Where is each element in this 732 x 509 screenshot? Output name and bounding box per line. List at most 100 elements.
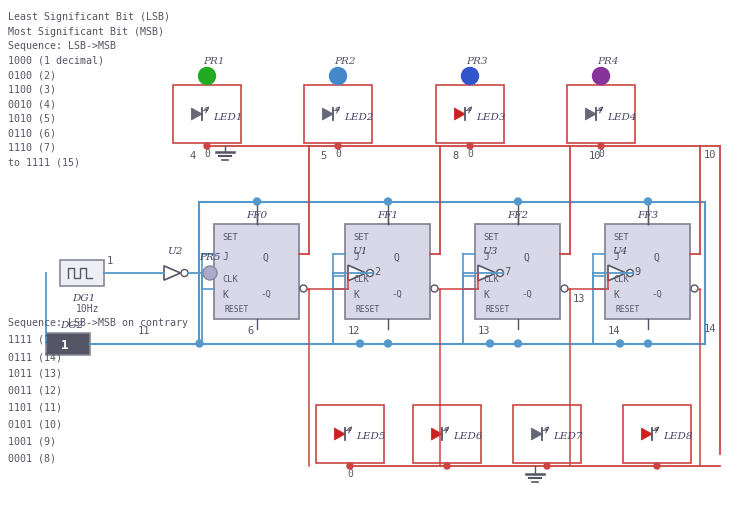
Text: LED1: LED1	[213, 112, 242, 121]
Text: CLK: CLK	[223, 274, 238, 283]
Text: 0111 (14): 0111 (14)	[8, 351, 62, 361]
Text: 0: 0	[467, 149, 473, 159]
Text: LED4: LED4	[607, 112, 637, 121]
Circle shape	[204, 144, 210, 150]
Text: FF1: FF1	[378, 211, 398, 220]
Polygon shape	[608, 266, 626, 281]
Text: DG1: DG1	[72, 293, 95, 302]
Circle shape	[592, 68, 610, 86]
Circle shape	[367, 270, 373, 277]
Text: K: K	[613, 289, 619, 299]
Text: 1111 (15): 1111 (15)	[8, 334, 62, 344]
Polygon shape	[455, 109, 466, 121]
Circle shape	[329, 68, 346, 86]
Text: FF3: FF3	[638, 211, 659, 220]
Text: 0110 (6): 0110 (6)	[8, 128, 56, 138]
Polygon shape	[335, 428, 346, 440]
Circle shape	[444, 463, 450, 469]
Bar	[214, 224, 299, 319]
Circle shape	[384, 199, 392, 206]
Text: Sequence: LSB->MSB on contrary: Sequence: LSB->MSB on contrary	[8, 318, 188, 327]
Text: Least Significant Bit (LSB): Least Significant Bit (LSB)	[8, 12, 170, 22]
Text: 0: 0	[335, 149, 341, 159]
Text: 1001 (9): 1001 (9)	[8, 436, 56, 446]
Text: 0: 0	[204, 149, 210, 159]
Bar	[567, 86, 635, 144]
Text: -Q: -Q	[391, 289, 402, 298]
Circle shape	[515, 341, 521, 347]
Circle shape	[198, 68, 215, 86]
Text: FF2: FF2	[507, 211, 529, 220]
Text: 10: 10	[703, 150, 716, 160]
Text: 12: 12	[348, 326, 360, 336]
Text: RESET: RESET	[356, 304, 380, 313]
Text: 8: 8	[452, 151, 458, 161]
Text: 0011 (12): 0011 (12)	[8, 385, 62, 395]
Circle shape	[561, 286, 568, 293]
Text: 5: 5	[320, 151, 326, 161]
Text: J: J	[613, 252, 619, 262]
Text: 0001 (8): 0001 (8)	[8, 453, 56, 463]
Text: 10Hz: 10Hz	[76, 303, 100, 314]
Bar	[316, 405, 384, 463]
Circle shape	[467, 144, 473, 150]
Text: 9: 9	[634, 267, 640, 276]
Text: 1100 (3): 1100 (3)	[8, 84, 56, 94]
Bar	[60, 261, 104, 287]
Text: U4: U4	[612, 246, 627, 256]
Text: to 1111 (15): to 1111 (15)	[8, 157, 80, 166]
Text: 1010 (5): 1010 (5)	[8, 114, 56, 123]
Polygon shape	[586, 109, 597, 121]
Text: LED5: LED5	[356, 432, 386, 441]
Text: PR1: PR1	[203, 57, 225, 66]
Circle shape	[544, 463, 550, 469]
Circle shape	[616, 341, 624, 347]
Text: K: K	[484, 289, 490, 299]
Text: 1: 1	[467, 72, 473, 82]
Text: 13: 13	[478, 326, 490, 336]
Bar	[304, 86, 372, 144]
Text: PR5: PR5	[199, 252, 221, 262]
Text: J: J	[354, 252, 359, 262]
Bar	[513, 405, 581, 463]
Text: 13: 13	[572, 294, 585, 304]
Text: 0: 0	[598, 72, 604, 82]
Text: Q: Q	[524, 252, 530, 262]
Polygon shape	[164, 266, 181, 280]
Text: 1: 1	[107, 256, 113, 266]
Text: 0100 (2): 0100 (2)	[8, 70, 56, 80]
Text: 10: 10	[589, 151, 602, 161]
Circle shape	[691, 286, 698, 293]
Text: 2: 2	[374, 267, 380, 276]
Text: FF0: FF0	[247, 211, 268, 220]
Polygon shape	[348, 266, 366, 281]
Polygon shape	[322, 109, 333, 121]
Text: RESET: RESET	[616, 304, 640, 313]
Text: U3: U3	[482, 246, 498, 256]
Bar	[346, 224, 430, 319]
Bar	[46, 333, 90, 355]
Text: U1: U1	[352, 246, 367, 256]
Text: 1101 (11): 1101 (11)	[8, 402, 62, 412]
Text: 1000 (1 decimal): 1000 (1 decimal)	[8, 55, 104, 65]
Text: LED7: LED7	[553, 432, 583, 441]
Text: K: K	[354, 289, 359, 299]
Text: RESET: RESET	[225, 304, 249, 313]
Text: LED3: LED3	[476, 112, 506, 121]
Text: LED8: LED8	[663, 432, 692, 441]
Text: 4: 4	[189, 151, 195, 161]
Polygon shape	[531, 428, 542, 440]
Text: -Q: -Q	[521, 289, 531, 298]
Text: CLK: CLK	[354, 274, 369, 283]
Text: 0: 0	[335, 72, 341, 82]
Circle shape	[384, 341, 392, 347]
Bar	[605, 224, 690, 319]
Text: 1011 (13): 1011 (13)	[8, 369, 62, 378]
Text: 1110 (7): 1110 (7)	[8, 142, 56, 152]
Text: 0010 (4): 0010 (4)	[8, 99, 56, 109]
Circle shape	[335, 144, 341, 150]
Text: RESET: RESET	[485, 304, 510, 313]
Text: PR2: PR2	[334, 57, 356, 66]
Text: CLK: CLK	[484, 274, 499, 283]
Text: 0101 (10): 0101 (10)	[8, 419, 62, 429]
